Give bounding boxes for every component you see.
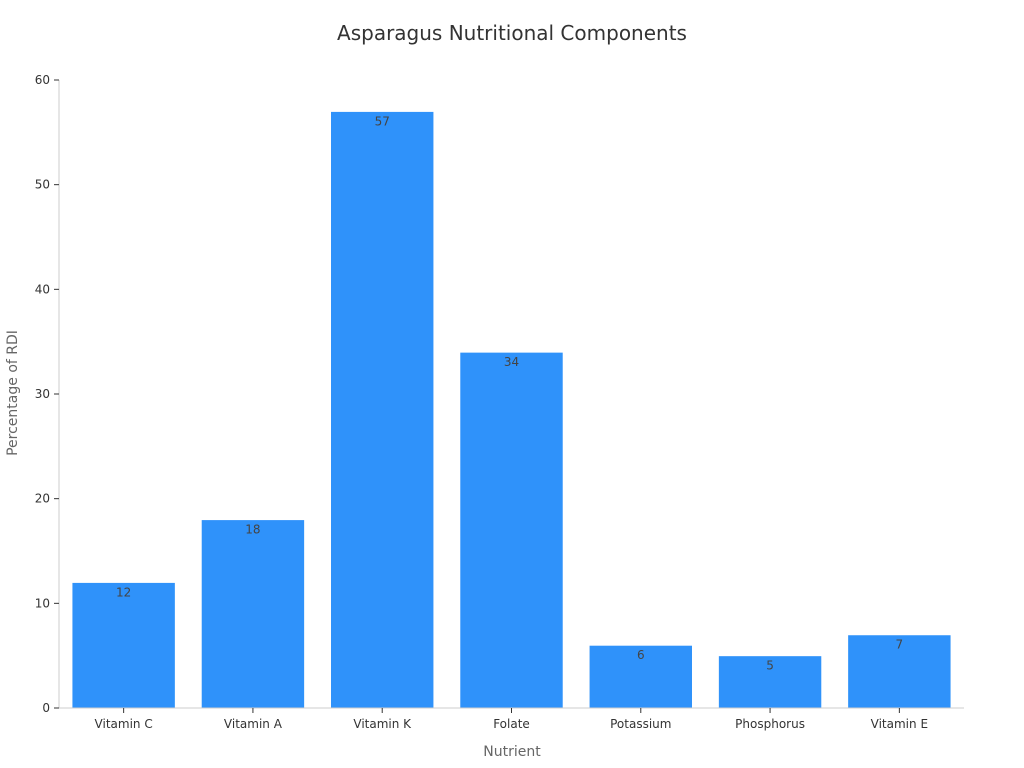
data-label: 34	[504, 355, 519, 369]
y-tick-label: 10	[35, 596, 50, 610]
x-tick-label: Vitamin C	[95, 717, 153, 731]
bar	[459, 351, 564, 709]
x-tick-label: Vitamin E	[871, 717, 928, 731]
chart-title: Asparagus Nutritional Components	[337, 21, 687, 45]
data-label: 57	[375, 114, 390, 128]
data-label: 5	[766, 659, 774, 673]
bar	[847, 634, 952, 709]
y-tick-label: 20	[35, 492, 50, 506]
x-tick-label: Vitamin A	[224, 717, 283, 731]
y-tick-label: 30	[35, 387, 50, 401]
x-axis: Vitamin C Vitamin A Vitamin K Folate Potassi…	[59, 707, 964, 731]
bar	[588, 644, 693, 709]
x-axis-label: Nutrient	[483, 744, 541, 760]
bar	[71, 581, 176, 709]
data-label: 6	[637, 648, 645, 662]
bar	[717, 655, 823, 709]
data-label: 7	[896, 638, 904, 652]
bar	[200, 519, 306, 709]
y-axis-label: Percentage of RDI	[5, 330, 21, 456]
data-label: 18	[245, 523, 260, 537]
y-axis: 0 10 20 30 40 50 60	[35, 73, 60, 715]
y-tick-label: 50	[35, 178, 50, 192]
bars	[71, 110, 952, 709]
x-tick-label: Phosphorus	[735, 717, 805, 731]
data-label: 12	[116, 585, 131, 599]
x-tick-label: Vitamin K	[353, 717, 412, 731]
x-tick-label: Folate	[493, 717, 530, 731]
y-tick-label: 40	[35, 282, 50, 296]
bar	[330, 110, 435, 709]
y-tick-label: 0	[42, 701, 50, 715]
x-tick-label: Potassium	[610, 717, 671, 731]
y-tick-label: 60	[35, 73, 50, 87]
